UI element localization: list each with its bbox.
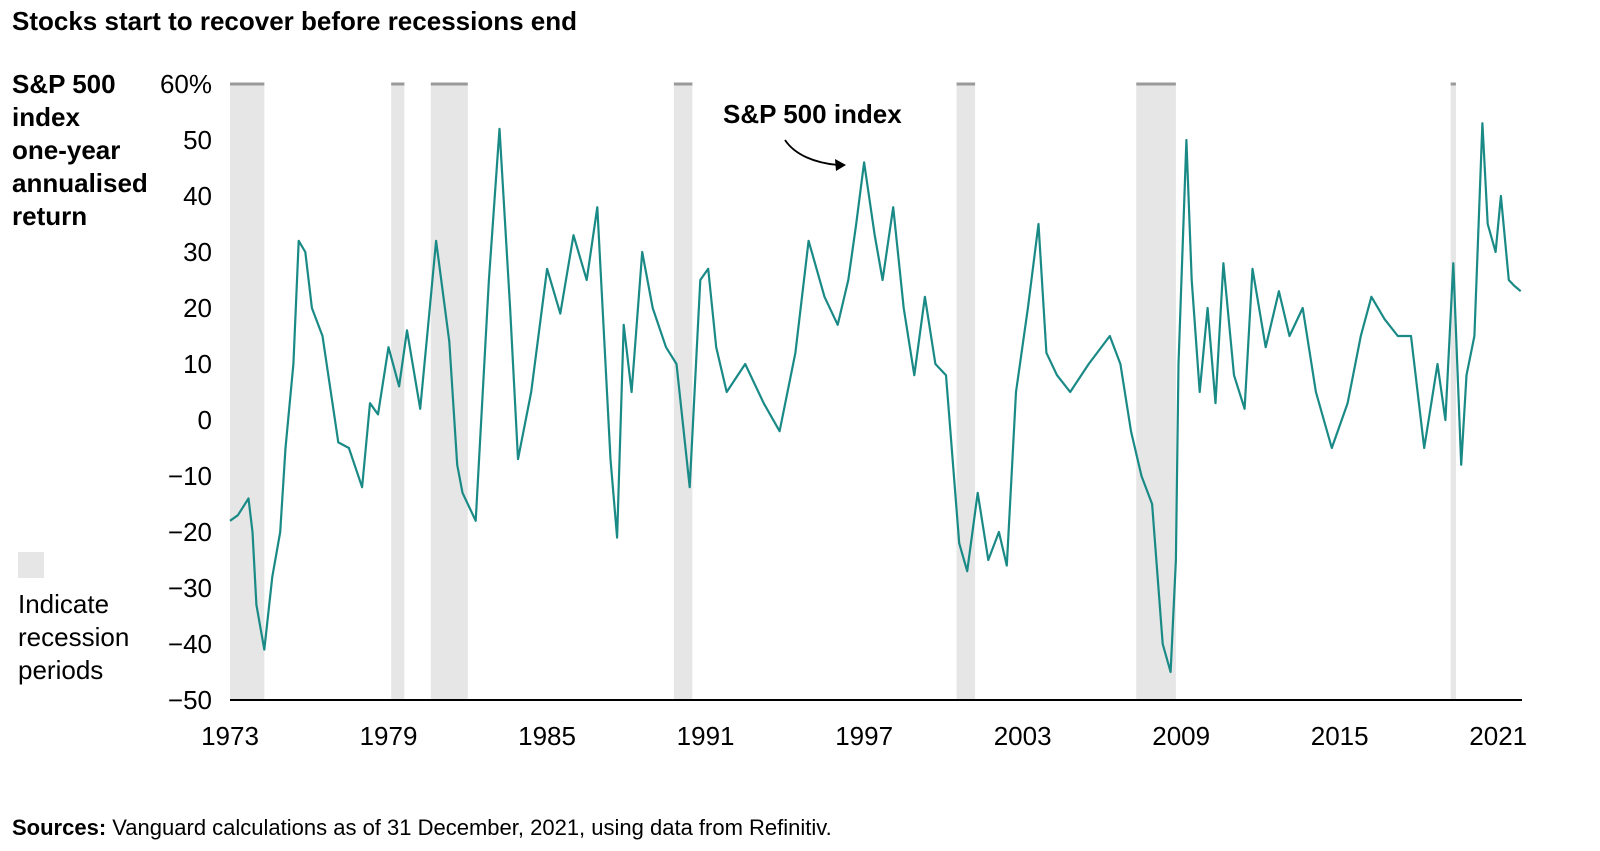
y-axis-title-line: return bbox=[12, 201, 88, 231]
y-tick-label: −20 bbox=[168, 517, 212, 547]
x-tick-label: 2021 bbox=[1469, 721, 1527, 751]
recession-band bbox=[391, 84, 405, 700]
y-axis-title-line: index bbox=[12, 102, 80, 132]
recession-band bbox=[956, 84, 976, 700]
x-tick-label: 1997 bbox=[835, 721, 893, 751]
y-axis-title: S&P 500 index one-year annualised return bbox=[12, 68, 148, 233]
sources-note: Sources: Vanguard calculations as of 31 … bbox=[12, 815, 832, 841]
annotation: S&P 500 index bbox=[723, 99, 902, 171]
x-tick-label: 1979 bbox=[360, 721, 418, 751]
x-tick-label: 2009 bbox=[1152, 721, 1210, 751]
recession-bands bbox=[230, 82, 1456, 700]
y-tick-label: 40 bbox=[183, 181, 212, 211]
y-tick-label: −30 bbox=[168, 573, 212, 603]
legend-label-line: Indicate bbox=[18, 589, 110, 619]
y-tick-labels: −50 −40 −30 −20 −10 0 10 20 30 40 50 60% bbox=[160, 69, 212, 715]
y-tick-label: 20 bbox=[183, 293, 212, 323]
x-tick-labels: 1973 1979 1985 1991 1997 2003 2009 2015 2021 bbox=[201, 721, 1527, 751]
x-tick-label: 1973 bbox=[201, 721, 259, 751]
y-tick-label: 60% bbox=[160, 69, 212, 99]
sources-label: Sources: bbox=[12, 815, 107, 840]
y-axis-title-line: annualised bbox=[12, 168, 148, 198]
recession-band bbox=[430, 84, 468, 700]
recession-band bbox=[1136, 84, 1176, 700]
legend-label-line: periods bbox=[18, 655, 104, 685]
x-tick-label: 2003 bbox=[994, 721, 1052, 751]
annotation-arrow bbox=[784, 139, 839, 166]
recession-band bbox=[1450, 84, 1456, 700]
y-tick-label: −10 bbox=[168, 461, 212, 491]
sources-text: Vanguard calculations as of 31 December,… bbox=[106, 815, 832, 840]
y-axis-title-line: S&P 500 bbox=[12, 69, 116, 99]
y-tick-label: −40 bbox=[168, 629, 212, 659]
y-tick-label: 0 bbox=[198, 405, 212, 435]
x-tick-label: 2015 bbox=[1311, 721, 1369, 751]
y-tick-label: 50 bbox=[183, 125, 212, 155]
legend-label-line: recession bbox=[18, 622, 130, 652]
legend-recession-swatch bbox=[18, 552, 44, 578]
annotation-arrowhead bbox=[835, 159, 846, 171]
y-tick-label: 10 bbox=[183, 349, 212, 379]
legend-recession-label: Indicate recession periods bbox=[18, 588, 129, 687]
annotation-label: S&P 500 index bbox=[723, 99, 902, 129]
x-tick-label: 1985 bbox=[518, 721, 576, 751]
y-tick-label: −50 bbox=[168, 685, 212, 715]
y-axis-title-line: one-year bbox=[12, 135, 121, 165]
sp500-series-line bbox=[229, 122, 1522, 674]
chart-title: Stocks start to recover before recession… bbox=[12, 6, 578, 36]
x-tick-label: 1991 bbox=[677, 721, 735, 751]
y-tick-label: 30 bbox=[183, 237, 212, 267]
recession-band bbox=[673, 84, 693, 700]
recession-band bbox=[230, 84, 265, 700]
